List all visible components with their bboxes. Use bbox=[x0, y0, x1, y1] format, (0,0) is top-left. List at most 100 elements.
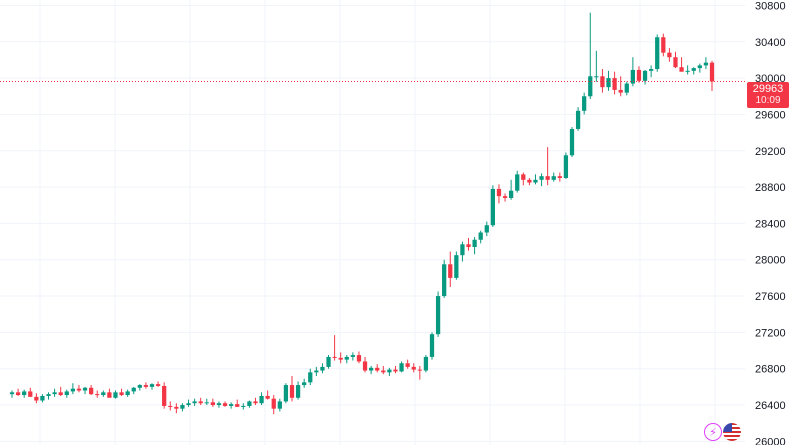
candle-body bbox=[95, 394, 100, 396]
candle-body bbox=[381, 370, 386, 373]
candle-body bbox=[143, 385, 149, 387]
candle-body bbox=[527, 179, 532, 183]
candle-body bbox=[685, 70, 690, 72]
candle-body bbox=[490, 188, 495, 226]
candle-body bbox=[375, 367, 380, 371]
candle-body bbox=[216, 403, 222, 406]
candle-body bbox=[642, 70, 648, 81]
candle-body bbox=[442, 264, 447, 297]
candle-body bbox=[289, 385, 295, 398]
candle-body bbox=[113, 392, 118, 398]
candle-body bbox=[22, 391, 27, 396]
candle-body bbox=[198, 401, 203, 404]
candle-body bbox=[283, 385, 289, 402]
candle-body bbox=[82, 387, 88, 391]
candle-body bbox=[563, 155, 569, 178]
y-tick-label: 29600 bbox=[755, 109, 786, 121]
us-flag-icon[interactable] bbox=[723, 423, 741, 441]
last-price-label: 29963 10:09 bbox=[747, 82, 789, 108]
candle-body bbox=[612, 78, 617, 90]
candle-body bbox=[466, 244, 471, 248]
candle-body bbox=[192, 401, 197, 404]
candle-body bbox=[661, 37, 666, 53]
y-tick-label: 28000 bbox=[755, 255, 786, 267]
candle-body bbox=[709, 62, 715, 82]
candle-body bbox=[454, 255, 459, 278]
candle-body bbox=[539, 176, 544, 180]
candle-body bbox=[210, 402, 215, 406]
candle-body bbox=[673, 57, 678, 68]
candle-body bbox=[149, 384, 155, 387]
candle-body bbox=[423, 356, 429, 371]
candle-body bbox=[399, 363, 404, 372]
candle-body bbox=[344, 356, 349, 360]
candle-body bbox=[186, 403, 191, 406]
candle-body bbox=[28, 391, 33, 397]
candle-body bbox=[155, 384, 161, 386]
candle-body bbox=[58, 392, 63, 396]
candle-body bbox=[52, 392, 57, 395]
candle-body bbox=[174, 406, 179, 409]
y-tick-label: 26800 bbox=[755, 364, 786, 376]
y-tick-label: 26400 bbox=[755, 400, 786, 412]
candle-body bbox=[46, 394, 51, 396]
candle-body bbox=[509, 190, 514, 198]
candle-body bbox=[460, 244, 465, 256]
candle-body bbox=[435, 296, 441, 335]
candle-body bbox=[533, 179, 538, 183]
candle-body bbox=[101, 392, 106, 396]
candle-body bbox=[697, 65, 702, 69]
candle-body bbox=[636, 69, 642, 81]
candle-body bbox=[569, 128, 575, 156]
candle-body bbox=[405, 363, 410, 367]
candle-body bbox=[478, 232, 483, 240]
candle-body bbox=[630, 69, 635, 84]
candle-body bbox=[484, 225, 489, 233]
candle-body bbox=[393, 369, 398, 372]
candle-body bbox=[448, 264, 453, 278]
y-tick-label: 27600 bbox=[755, 291, 786, 303]
candle-body bbox=[703, 62, 709, 66]
candle-body bbox=[691, 68, 696, 71]
candle-body bbox=[387, 369, 392, 373]
candle-body bbox=[137, 385, 142, 388]
candle-body bbox=[259, 395, 264, 404]
candle-body bbox=[551, 176, 556, 180]
candle-body bbox=[667, 52, 672, 58]
candle-body bbox=[679, 67, 684, 72]
candle-countdown: 10:09 bbox=[755, 95, 781, 106]
candle-body bbox=[496, 188, 502, 197]
candle-body bbox=[70, 388, 75, 392]
candle-body bbox=[624, 83, 629, 93]
y-tick-label: 29200 bbox=[755, 146, 786, 158]
candle-body bbox=[600, 76, 605, 88]
candle-body bbox=[229, 404, 234, 406]
candle-body bbox=[350, 355, 355, 357]
candle-body bbox=[472, 239, 477, 248]
candle-body bbox=[204, 402, 209, 404]
candle-body bbox=[247, 401, 252, 406]
y-tick-label: 30800 bbox=[755, 0, 786, 12]
candle-body bbox=[618, 89, 623, 93]
candle-body bbox=[557, 176, 562, 178]
candle-body bbox=[429, 334, 435, 357]
lightning-icon[interactable]: ⚡ bbox=[704, 423, 722, 441]
candle-body bbox=[606, 78, 611, 88]
y-tick-label: 30400 bbox=[755, 37, 786, 49]
candle-body bbox=[332, 356, 337, 358]
candle-body bbox=[545, 176, 550, 180]
candle-body bbox=[107, 392, 112, 398]
candle-body bbox=[9, 392, 15, 395]
candle-body bbox=[649, 69, 654, 71]
candle-body bbox=[320, 366, 325, 371]
candle-body bbox=[356, 355, 362, 362]
candle-body bbox=[588, 76, 593, 97]
candle-body bbox=[411, 366, 416, 370]
y-tick-label: 28400 bbox=[755, 218, 786, 230]
candle-body bbox=[76, 388, 82, 391]
candle-body bbox=[222, 403, 228, 406]
y-tick-label: 27200 bbox=[755, 327, 786, 339]
candle-body bbox=[502, 196, 508, 198]
